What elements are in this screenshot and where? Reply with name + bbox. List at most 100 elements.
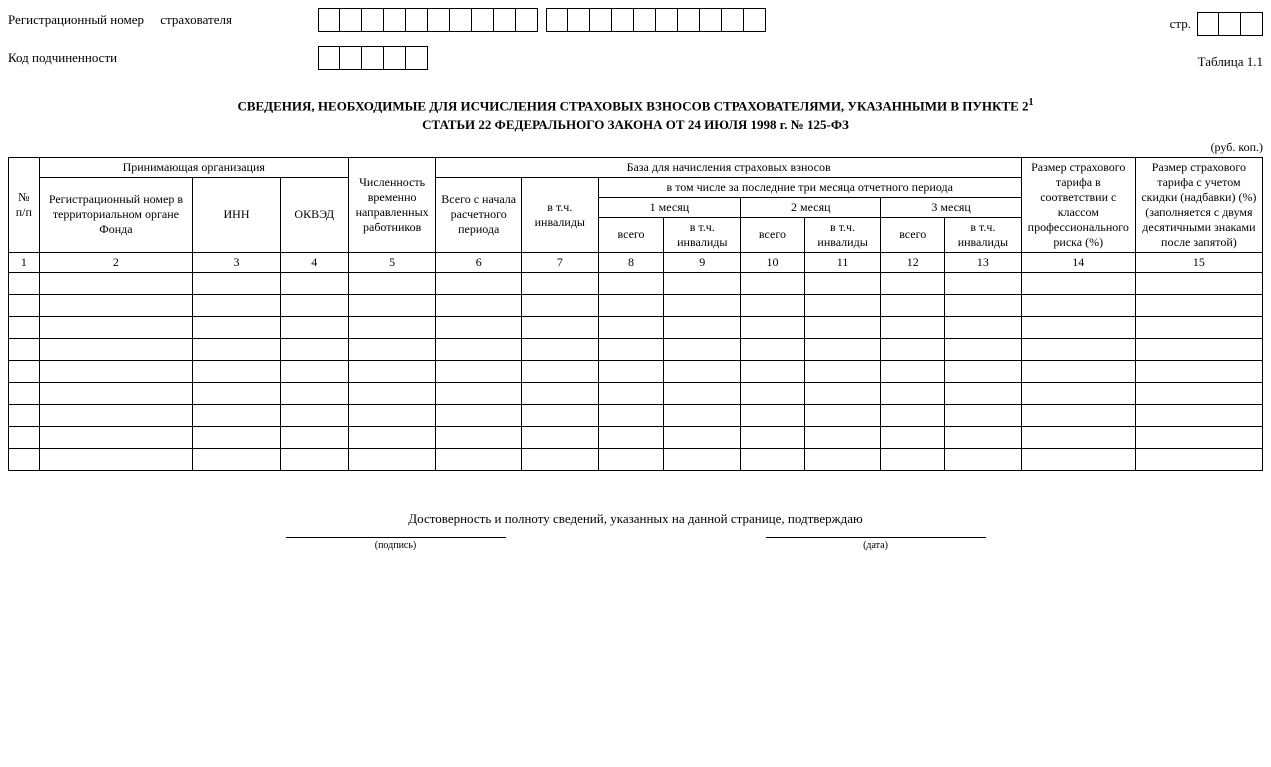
table-cell[interactable] xyxy=(664,448,741,470)
table-cell[interactable] xyxy=(741,272,805,294)
table-cell[interactable] xyxy=(521,426,598,448)
table-cell[interactable] xyxy=(1021,360,1135,382)
input-cell[interactable] xyxy=(568,8,590,32)
input-cell[interactable] xyxy=(318,46,340,70)
table-cell[interactable] xyxy=(1021,426,1135,448)
table-cell[interactable] xyxy=(521,404,598,426)
table-cell[interactable] xyxy=(598,448,664,470)
table-cell[interactable] xyxy=(945,382,1022,404)
table-cell[interactable] xyxy=(39,316,192,338)
input-cell[interactable] xyxy=(406,8,428,32)
table-cell[interactable] xyxy=(664,294,741,316)
table-cell[interactable] xyxy=(9,448,40,470)
table-cell[interactable] xyxy=(881,404,945,426)
table-cell[interactable] xyxy=(804,382,881,404)
table-cell[interactable] xyxy=(521,338,598,360)
table-cell[interactable] xyxy=(521,360,598,382)
table-cell[interactable] xyxy=(598,294,664,316)
input-cell[interactable] xyxy=(362,46,384,70)
input-cell[interactable] xyxy=(318,8,340,32)
table-cell[interactable] xyxy=(804,448,881,470)
table-cell[interactable] xyxy=(1021,404,1135,426)
input-cell[interactable] xyxy=(406,46,428,70)
table-cell[interactable] xyxy=(598,360,664,382)
table-cell[interactable] xyxy=(1135,448,1262,470)
table-cell[interactable] xyxy=(945,338,1022,360)
table-cell[interactable] xyxy=(9,360,40,382)
table-cell[interactable] xyxy=(9,426,40,448)
table-cell[interactable] xyxy=(39,294,192,316)
table-cell[interactable] xyxy=(193,338,281,360)
table-cell[interactable] xyxy=(9,382,40,404)
input-cell[interactable] xyxy=(612,8,634,32)
table-cell[interactable] xyxy=(598,272,664,294)
table-cell[interactable] xyxy=(9,294,40,316)
table-cell[interactable] xyxy=(881,448,945,470)
table-cell[interactable] xyxy=(348,316,436,338)
table-cell[interactable] xyxy=(193,382,281,404)
table-cell[interactable] xyxy=(280,360,348,382)
table-cell[interactable] xyxy=(1135,404,1262,426)
input-cell[interactable] xyxy=(472,8,494,32)
input-cell[interactable] xyxy=(450,8,472,32)
table-cell[interactable] xyxy=(280,404,348,426)
table-cell[interactable] xyxy=(945,448,1022,470)
input-cell[interactable] xyxy=(656,8,678,32)
table-cell[interactable] xyxy=(881,294,945,316)
table-cell[interactable] xyxy=(804,338,881,360)
table-cell[interactable] xyxy=(1135,338,1262,360)
table-cell[interactable] xyxy=(193,404,281,426)
table-cell[interactable] xyxy=(881,382,945,404)
input-cell[interactable] xyxy=(700,8,722,32)
table-cell[interactable] xyxy=(741,404,805,426)
table-cell[interactable] xyxy=(280,382,348,404)
table-cell[interactable] xyxy=(881,272,945,294)
input-cell[interactable] xyxy=(678,8,700,32)
table-cell[interactable] xyxy=(521,316,598,338)
table-cell[interactable] xyxy=(804,426,881,448)
table-cell[interactable] xyxy=(598,382,664,404)
table-cell[interactable] xyxy=(664,272,741,294)
table-cell[interactable] xyxy=(521,448,598,470)
table-cell[interactable] xyxy=(193,316,281,338)
table-cell[interactable] xyxy=(881,338,945,360)
table-cell[interactable] xyxy=(804,272,881,294)
table-cell[interactable] xyxy=(1021,448,1135,470)
table-cell[interactable] xyxy=(664,360,741,382)
input-cell[interactable] xyxy=(634,8,656,32)
table-cell[interactable] xyxy=(193,294,281,316)
table-cell[interactable] xyxy=(1135,316,1262,338)
table-cell[interactable] xyxy=(1021,294,1135,316)
table-cell[interactable] xyxy=(598,316,664,338)
table-cell[interactable] xyxy=(193,272,281,294)
table-cell[interactable] xyxy=(39,404,192,426)
table-cell[interactable] xyxy=(664,404,741,426)
table-cell[interactable] xyxy=(39,426,192,448)
table-cell[interactable] xyxy=(598,426,664,448)
table-cell[interactable] xyxy=(945,404,1022,426)
table-cell[interactable] xyxy=(1135,382,1262,404)
input-cell[interactable] xyxy=(744,8,766,32)
table-cell[interactable] xyxy=(521,382,598,404)
table-cell[interactable] xyxy=(9,404,40,426)
table-cell[interactable] xyxy=(39,338,192,360)
table-cell[interactable] xyxy=(664,316,741,338)
table-cell[interactable] xyxy=(348,448,436,470)
table-cell[interactable] xyxy=(9,272,40,294)
table-cell[interactable] xyxy=(1021,316,1135,338)
table-cell[interactable] xyxy=(1021,338,1135,360)
table-cell[interactable] xyxy=(280,426,348,448)
table-cell[interactable] xyxy=(1135,272,1262,294)
table-cell[interactable] xyxy=(945,360,1022,382)
table-cell[interactable] xyxy=(521,294,598,316)
table-cell[interactable] xyxy=(280,316,348,338)
table-cell[interactable] xyxy=(741,426,805,448)
table-cell[interactable] xyxy=(39,448,192,470)
input-cell[interactable] xyxy=(340,8,362,32)
table-cell[interactable] xyxy=(280,338,348,360)
table-cell[interactable] xyxy=(436,404,521,426)
table-cell[interactable] xyxy=(741,448,805,470)
input-cell[interactable] xyxy=(516,8,538,32)
table-cell[interactable] xyxy=(193,448,281,470)
table-cell[interactable] xyxy=(521,272,598,294)
